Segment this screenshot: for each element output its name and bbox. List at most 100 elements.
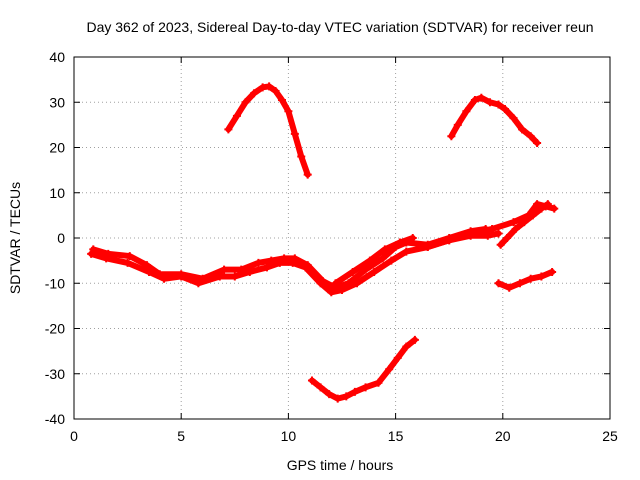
data-point <box>331 279 340 288</box>
data-point <box>348 267 357 276</box>
data-point <box>453 120 462 129</box>
data-point <box>526 274 535 283</box>
data-point <box>303 261 312 270</box>
data-point <box>262 263 271 272</box>
data-point <box>477 93 486 102</box>
y-tick-label: 10 <box>49 185 65 201</box>
data-point <box>462 107 471 116</box>
data-point <box>230 272 239 281</box>
y-tick-label: 40 <box>49 49 65 65</box>
data-point <box>125 252 134 261</box>
x-axis-label: GPS time / hours <box>287 457 394 473</box>
data-point <box>342 392 351 401</box>
data-point <box>350 387 359 396</box>
data-point <box>307 376 316 385</box>
data-point <box>494 229 503 238</box>
series-line <box>225 83 311 178</box>
x-tick-label: 5 <box>177 428 185 444</box>
data-point <box>496 240 505 249</box>
data-point <box>380 245 389 254</box>
y-tick-label: -30 <box>45 366 65 382</box>
data-point <box>250 89 259 98</box>
data-point <box>303 170 312 179</box>
data-point <box>232 111 241 120</box>
data-point <box>520 218 529 227</box>
data-point <box>361 383 370 392</box>
data-point <box>515 279 524 288</box>
data-point <box>155 270 164 279</box>
series-line <box>495 268 556 291</box>
data-point <box>318 276 327 285</box>
data-point <box>142 261 151 270</box>
y-axis-label: SDTVAR / TECUs <box>7 182 23 294</box>
data-point <box>267 256 276 265</box>
data-point <box>533 138 542 147</box>
y-tick-label: 30 <box>49 94 65 110</box>
data-point <box>410 335 419 344</box>
data-point <box>385 365 394 374</box>
data-point <box>374 378 383 387</box>
data-point <box>445 236 454 245</box>
data-point <box>241 98 250 107</box>
data-point <box>483 231 492 240</box>
data-point <box>325 390 334 399</box>
data-point <box>423 243 432 252</box>
data-point <box>378 254 387 263</box>
data-point <box>509 218 518 227</box>
data-point <box>528 211 537 220</box>
data-point <box>370 267 379 276</box>
data-point <box>327 288 336 297</box>
y-tick-label: -40 <box>45 411 65 427</box>
data-point <box>104 249 113 258</box>
data-point <box>408 234 417 242</box>
data-point <box>333 394 342 403</box>
x-tick-label: 15 <box>388 428 404 444</box>
y-tick-label: 0 <box>57 230 65 246</box>
data-point <box>503 234 512 242</box>
series-main-band-upper <box>89 224 490 292</box>
data-point <box>271 86 280 95</box>
data-point <box>485 98 494 107</box>
data-point <box>265 82 274 91</box>
series-line <box>308 336 418 402</box>
data-point <box>280 254 289 263</box>
x-tick-label: 25 <box>602 428 618 444</box>
y-tick-label: 20 <box>49 140 65 156</box>
data-point <box>533 200 542 209</box>
data-point <box>387 256 396 265</box>
series-hook-right <box>496 200 552 249</box>
data-point <box>353 279 362 288</box>
data-point <box>123 258 132 267</box>
data-point <box>393 353 402 362</box>
data-point <box>254 258 263 267</box>
data-point <box>177 270 186 279</box>
data-point <box>224 125 233 134</box>
series-line <box>448 94 541 146</box>
data-point <box>518 125 527 134</box>
plot-area <box>87 82 559 403</box>
x-tick-label: 20 <box>495 428 511 444</box>
series-arc-bottom <box>307 335 419 403</box>
data-point <box>494 100 503 109</box>
x-tick-label: 10 <box>281 428 297 444</box>
x-tick-label: 0 <box>70 428 78 444</box>
data-point <box>550 204 559 213</box>
data-point <box>402 342 411 351</box>
data-point <box>316 383 325 392</box>
data-point <box>526 132 535 141</box>
data-point <box>505 283 514 292</box>
data-point <box>537 204 546 213</box>
y-tick-label: -10 <box>45 275 65 291</box>
series-line <box>332 235 416 287</box>
data-point <box>447 132 456 141</box>
grid <box>74 57 610 419</box>
data-point <box>395 238 404 247</box>
data-point <box>89 245 98 254</box>
data-point <box>537 272 546 281</box>
data-point <box>277 95 286 104</box>
axis-ticks: 0 5 10 15 20 25 -40 -30 -20 -10 0 10 20 30 40 <box>45 49 618 444</box>
data-point <box>466 229 475 238</box>
data-point <box>494 279 503 288</box>
data-point <box>344 279 353 288</box>
